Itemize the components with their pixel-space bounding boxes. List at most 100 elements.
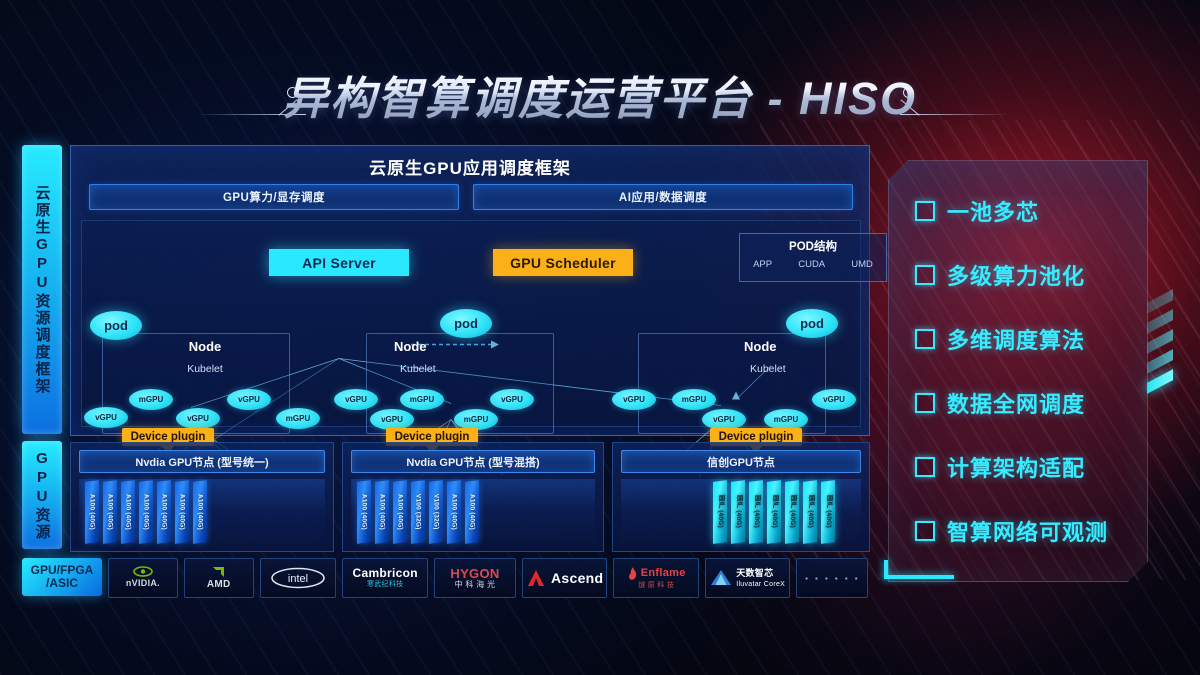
vgpu-ellipse[interactable]: vGPU [227, 389, 271, 410]
vgpu-ellipse[interactable]: vGPU [334, 389, 378, 410]
pod-label: pod [454, 316, 478, 331]
mgpu-ellipse[interactable]: mGPU [129, 389, 173, 410]
vendor-hygon[interactable]: HYGON 中 科 海 光 [433, 558, 516, 598]
vgpu-ellipse[interactable]: vGPU [812, 389, 856, 410]
vendor-nvidia[interactable]: nVIDIA. [108, 558, 178, 598]
gpu-card[interactable]: A100 (40G) [375, 480, 389, 544]
feature-item[interactable]: 一池多芯 [915, 191, 1130, 231]
vendor-enflame[interactable]: Enflame 燧 原 科 技 [613, 558, 699, 598]
gpu-card[interactable]: V100 (32G) [411, 480, 425, 544]
gpu-scheduler-label: GPU Scheduler [510, 254, 616, 271]
gpu-card-label: A100 (40G) [360, 493, 368, 531]
gpu-card[interactable]: 国产 (40G) [767, 480, 781, 544]
gpu-card[interactable]: A100 (40G) [157, 480, 171, 544]
gpu-card[interactable]: A100 (40G) [85, 480, 99, 544]
vgpu-ellipse[interactable]: vGPU [702, 409, 746, 430]
feature-label: 智算网络可观测 [947, 520, 1109, 545]
bar-ai-data-scheduling[interactable]: AI应用/数据调度 [473, 184, 853, 210]
checkbox-icon [915, 457, 935, 477]
bar-gpu-compute-scheduling[interactable]: GPU算力/显存调度 [89, 184, 459, 210]
vendor-iluvatar[interactable]: 天数智芯 Iluvatar CoreX [704, 558, 791, 598]
feature-label: 多级算力池化 [947, 264, 1086, 289]
hygon-label: HYGON [450, 566, 500, 581]
pod-label: pod [104, 318, 128, 333]
node-title: Node [188, 339, 222, 354]
gpu-card[interactable]: A100 (40G) [393, 480, 407, 544]
vendor-intel[interactable]: intel [259, 558, 337, 598]
gpu-card[interactable]: A100 (40G) [465, 480, 479, 544]
gpu-card[interactable]: A100 (40G) [139, 480, 153, 544]
rail-cloud-native-framework: 云原生GPU资源调度框架 [22, 145, 62, 434]
gpu-card[interactable]: A100 (40G) [447, 480, 461, 544]
feature-item[interactable]: 多维调度算法 [915, 319, 1130, 359]
mgpu-ellipse[interactable]: mGPU [276, 408, 320, 429]
gpu-card[interactable]: 国产 (40G) [713, 480, 727, 544]
gpu-card[interactable]: A100 (40G) [193, 480, 207, 544]
mgpu-ellipse[interactable]: mGPU [454, 409, 498, 430]
device-plugin-button[interactable]: Device plugin [386, 428, 478, 446]
gpu-card[interactable]: V100 (32G) [429, 480, 443, 544]
feature-item[interactable]: 数据全网调度 [915, 383, 1130, 423]
pod-structure-title: POD结构 [789, 241, 837, 253]
mgpu-ellipse[interactable]: mGPU [400, 389, 444, 410]
cambricon-label: Cambricon [352, 566, 418, 580]
device-plugin-button[interactable]: Device plugin [710, 428, 802, 446]
gpu-card-stack: A100 (40G) A100 (40G) A100 (40G) V100 (3… [357, 480, 479, 544]
gpu-card-label: A100 (40G) [468, 493, 476, 531]
gpu-card-label: 国产 (40G) [753, 494, 760, 529]
vgpu-ellipse[interactable]: vGPU [612, 389, 656, 410]
gpu-card-label: A100 (40G) [106, 493, 114, 531]
pod-node[interactable]: pod [440, 309, 492, 338]
feature-label: 数据全网调度 [947, 392, 1086, 417]
gpu-card-label: A100 (40G) [124, 493, 132, 531]
gpu-card[interactable]: A100 (40G) [103, 480, 117, 544]
gpu-scheduler-node[interactable]: GPU Scheduler [493, 249, 633, 276]
gpu-group-title: 信创GPU节点 [621, 450, 861, 473]
gpu-card[interactable]: 国产 (40G) [821, 480, 835, 544]
vendor-logo-row: GPU/FPGA /ASIC nVIDIA. AMD intel Cambric… [22, 558, 868, 598]
vendor-amd[interactable]: AMD [183, 558, 254, 598]
gpu-node-group: Nvdia GPU节点 (型号统一) A100 (40G) A100 (40G)… [70, 442, 334, 552]
feature-item[interactable]: 多级算力池化 [915, 255, 1130, 295]
gpu-card[interactable]: A100 (40G) [357, 480, 371, 544]
panel-corner-bar [884, 575, 954, 579]
checkbox-icon [915, 329, 935, 349]
gpu-card[interactable]: 国产 (40G) [731, 480, 745, 544]
feature-item[interactable]: 计算架构适配 [915, 447, 1130, 487]
mgpu-ellipse[interactable]: mGPU [764, 409, 808, 430]
gpu-card[interactable]: 国产 (40G) [803, 480, 817, 544]
gpu-card[interactable]: A100 (40G) [175, 480, 189, 544]
stripe-highlight [1147, 369, 1173, 394]
pod-structure-box: POD结构 APP CUDA UMD [739, 233, 887, 282]
title-right-line [900, 114, 1010, 115]
rail-label: GPU资源 [33, 449, 51, 541]
gpu-card[interactable]: 国产 (40G) [749, 480, 763, 544]
gpu-card[interactable]: A100 (40G) [121, 480, 135, 544]
gpu-node-group: Nvdia GPU节点 (型号混搭) A100 (40G) A100 (40G)… [342, 442, 604, 552]
mgpu-ellipse[interactable]: mGPU [672, 389, 716, 410]
feature-list: 一池多芯 多级算力池化 多维调度算法 数据全网调度 计算架构适配 智算网络可观测 [915, 191, 1130, 575]
gpu-card-label: A100 (40G) [160, 493, 168, 531]
bar-label: AI应用/数据调度 [618, 192, 708, 204]
vgpu-ellipse[interactable]: vGPU [84, 407, 128, 428]
pod-node[interactable]: pod [786, 309, 838, 338]
ascend-label: Ascend [551, 569, 604, 586]
feature-item[interactable]: 智算网络可观测 [915, 511, 1130, 551]
device-plugin-button[interactable]: Device plugin [122, 428, 214, 446]
vendor-ascend[interactable]: Ascend [521, 558, 608, 598]
panel-corner-tick [884, 560, 888, 579]
vgpu-ellipse[interactable]: vGPU [370, 409, 414, 430]
feature-label: 计算架构适配 [947, 456, 1086, 481]
pod-node[interactable]: pod [90, 311, 142, 340]
left-rail-group: 云原生GPU资源调度框架 GPU资源 [22, 145, 62, 597]
api-server-node[interactable]: API Server [269, 249, 409, 276]
checkbox-icon [915, 393, 935, 413]
gpu-card[interactable]: 国产 (40G) [785, 480, 799, 544]
vgpu-ellipse[interactable]: vGPU [176, 408, 220, 429]
vgpu-ellipse[interactable]: vGPU [490, 389, 534, 410]
vendor-more[interactable]: · · · · · · [796, 558, 868, 598]
chip-category-line1: GPU/FPGA [30, 563, 94, 577]
vendor-cambricon[interactable]: Cambricon 寒武纪科技 [342, 558, 428, 598]
gpu-card-label: A100 (40G) [396, 493, 404, 531]
